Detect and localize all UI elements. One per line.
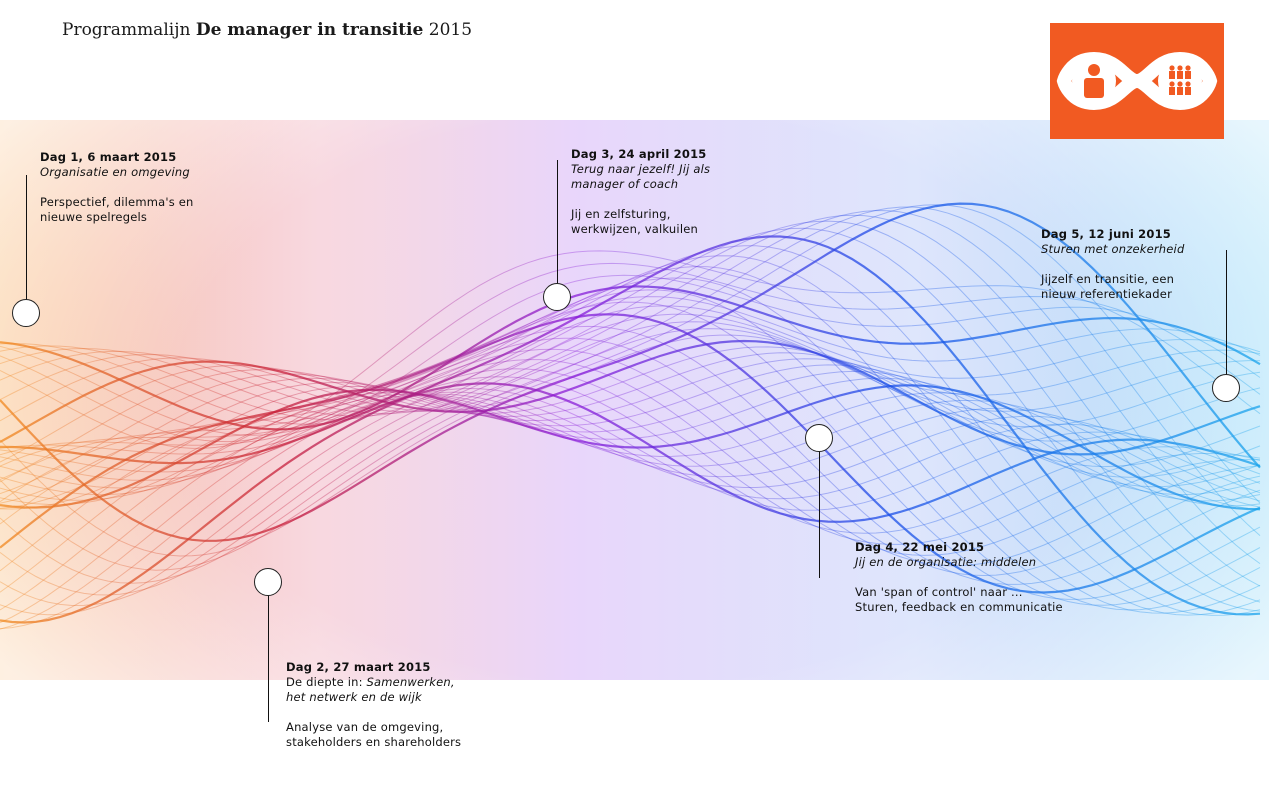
event-text: Jij en zelfsturing,: [571, 207, 710, 222]
event-text: werkwijzen, valkuilen: [571, 222, 710, 237]
event-subtitle: het netwerk en de wijk: [286, 690, 461, 705]
event-text: Perspectief, dilemma's en: [40, 195, 194, 210]
event-subtitle: Jij en de organisatie: middelen: [855, 555, 1063, 570]
event-text: Van 'span of control' naar ...: [855, 585, 1063, 600]
leader-line-day3: [557, 160, 558, 297]
event-date: Dag 2, 27 maart 2015: [286, 660, 461, 675]
event-date: Dag 5, 12 juni 2015: [1041, 227, 1184, 242]
event-text: Sturen, feedback en communicatie: [855, 600, 1063, 615]
event-intro: De diepte in:: [286, 675, 367, 689]
timeline-node-day3: [543, 283, 571, 311]
timeline-node-day5: [1212, 374, 1240, 402]
event-text: nieuwe spelregels: [40, 210, 194, 225]
timeline-node-day4: [805, 424, 833, 452]
timeline-node-day2: [254, 568, 282, 596]
infinity-person-group-logo: [1050, 23, 1224, 139]
event-subtitle: Samenwerken,: [367, 675, 455, 689]
event-day4: Dag 4, 22 mei 2015 Jij en de organisatie…: [855, 540, 1063, 615]
event-text: Jijzelf en transitie, een: [1041, 272, 1184, 287]
event-subtitle: Terug naar jezelf! Jij als: [571, 162, 710, 177]
title-prefix: Programmalijn: [62, 20, 190, 40]
timeline-node-day1: [12, 299, 40, 327]
leader-line-day1: [26, 175, 27, 313]
event-date: Dag 4, 22 mei 2015: [855, 540, 1063, 555]
event-subtitle: Sturen met onzekerheid: [1041, 242, 1184, 257]
event-date: Dag 3, 24 april 2015: [571, 147, 710, 162]
event-subtitle: Organisatie en omgeving: [40, 165, 194, 180]
leader-line-day5: [1226, 250, 1227, 388]
leader-line-day2: [268, 582, 269, 722]
event-day3: Dag 3, 24 april 2015 Terug naar jezelf! …: [571, 147, 710, 237]
title-year: 2015: [429, 20, 472, 40]
event-day5: Dag 5, 12 juni 2015 Sturen met onzekerhe…: [1041, 227, 1184, 302]
title-bold: De manager in transitie: [196, 20, 424, 40]
leader-line-day4: [819, 438, 820, 578]
event-date: Dag 1, 6 maart 2015: [40, 150, 194, 165]
page-title: Programmalijn De manager in transitie 20…: [62, 20, 472, 40]
event-day1: Dag 1, 6 maart 2015 Organisatie en omgev…: [40, 150, 194, 225]
event-text: stakeholders en shareholders: [286, 735, 461, 750]
event-text: Analyse van de omgeving,: [286, 720, 461, 735]
event-subtitle: manager of coach: [571, 177, 710, 192]
event-text: nieuw referentiekader: [1041, 287, 1184, 302]
event-day2: Dag 2, 27 maart 2015 De diepte in: Samen…: [286, 660, 461, 750]
